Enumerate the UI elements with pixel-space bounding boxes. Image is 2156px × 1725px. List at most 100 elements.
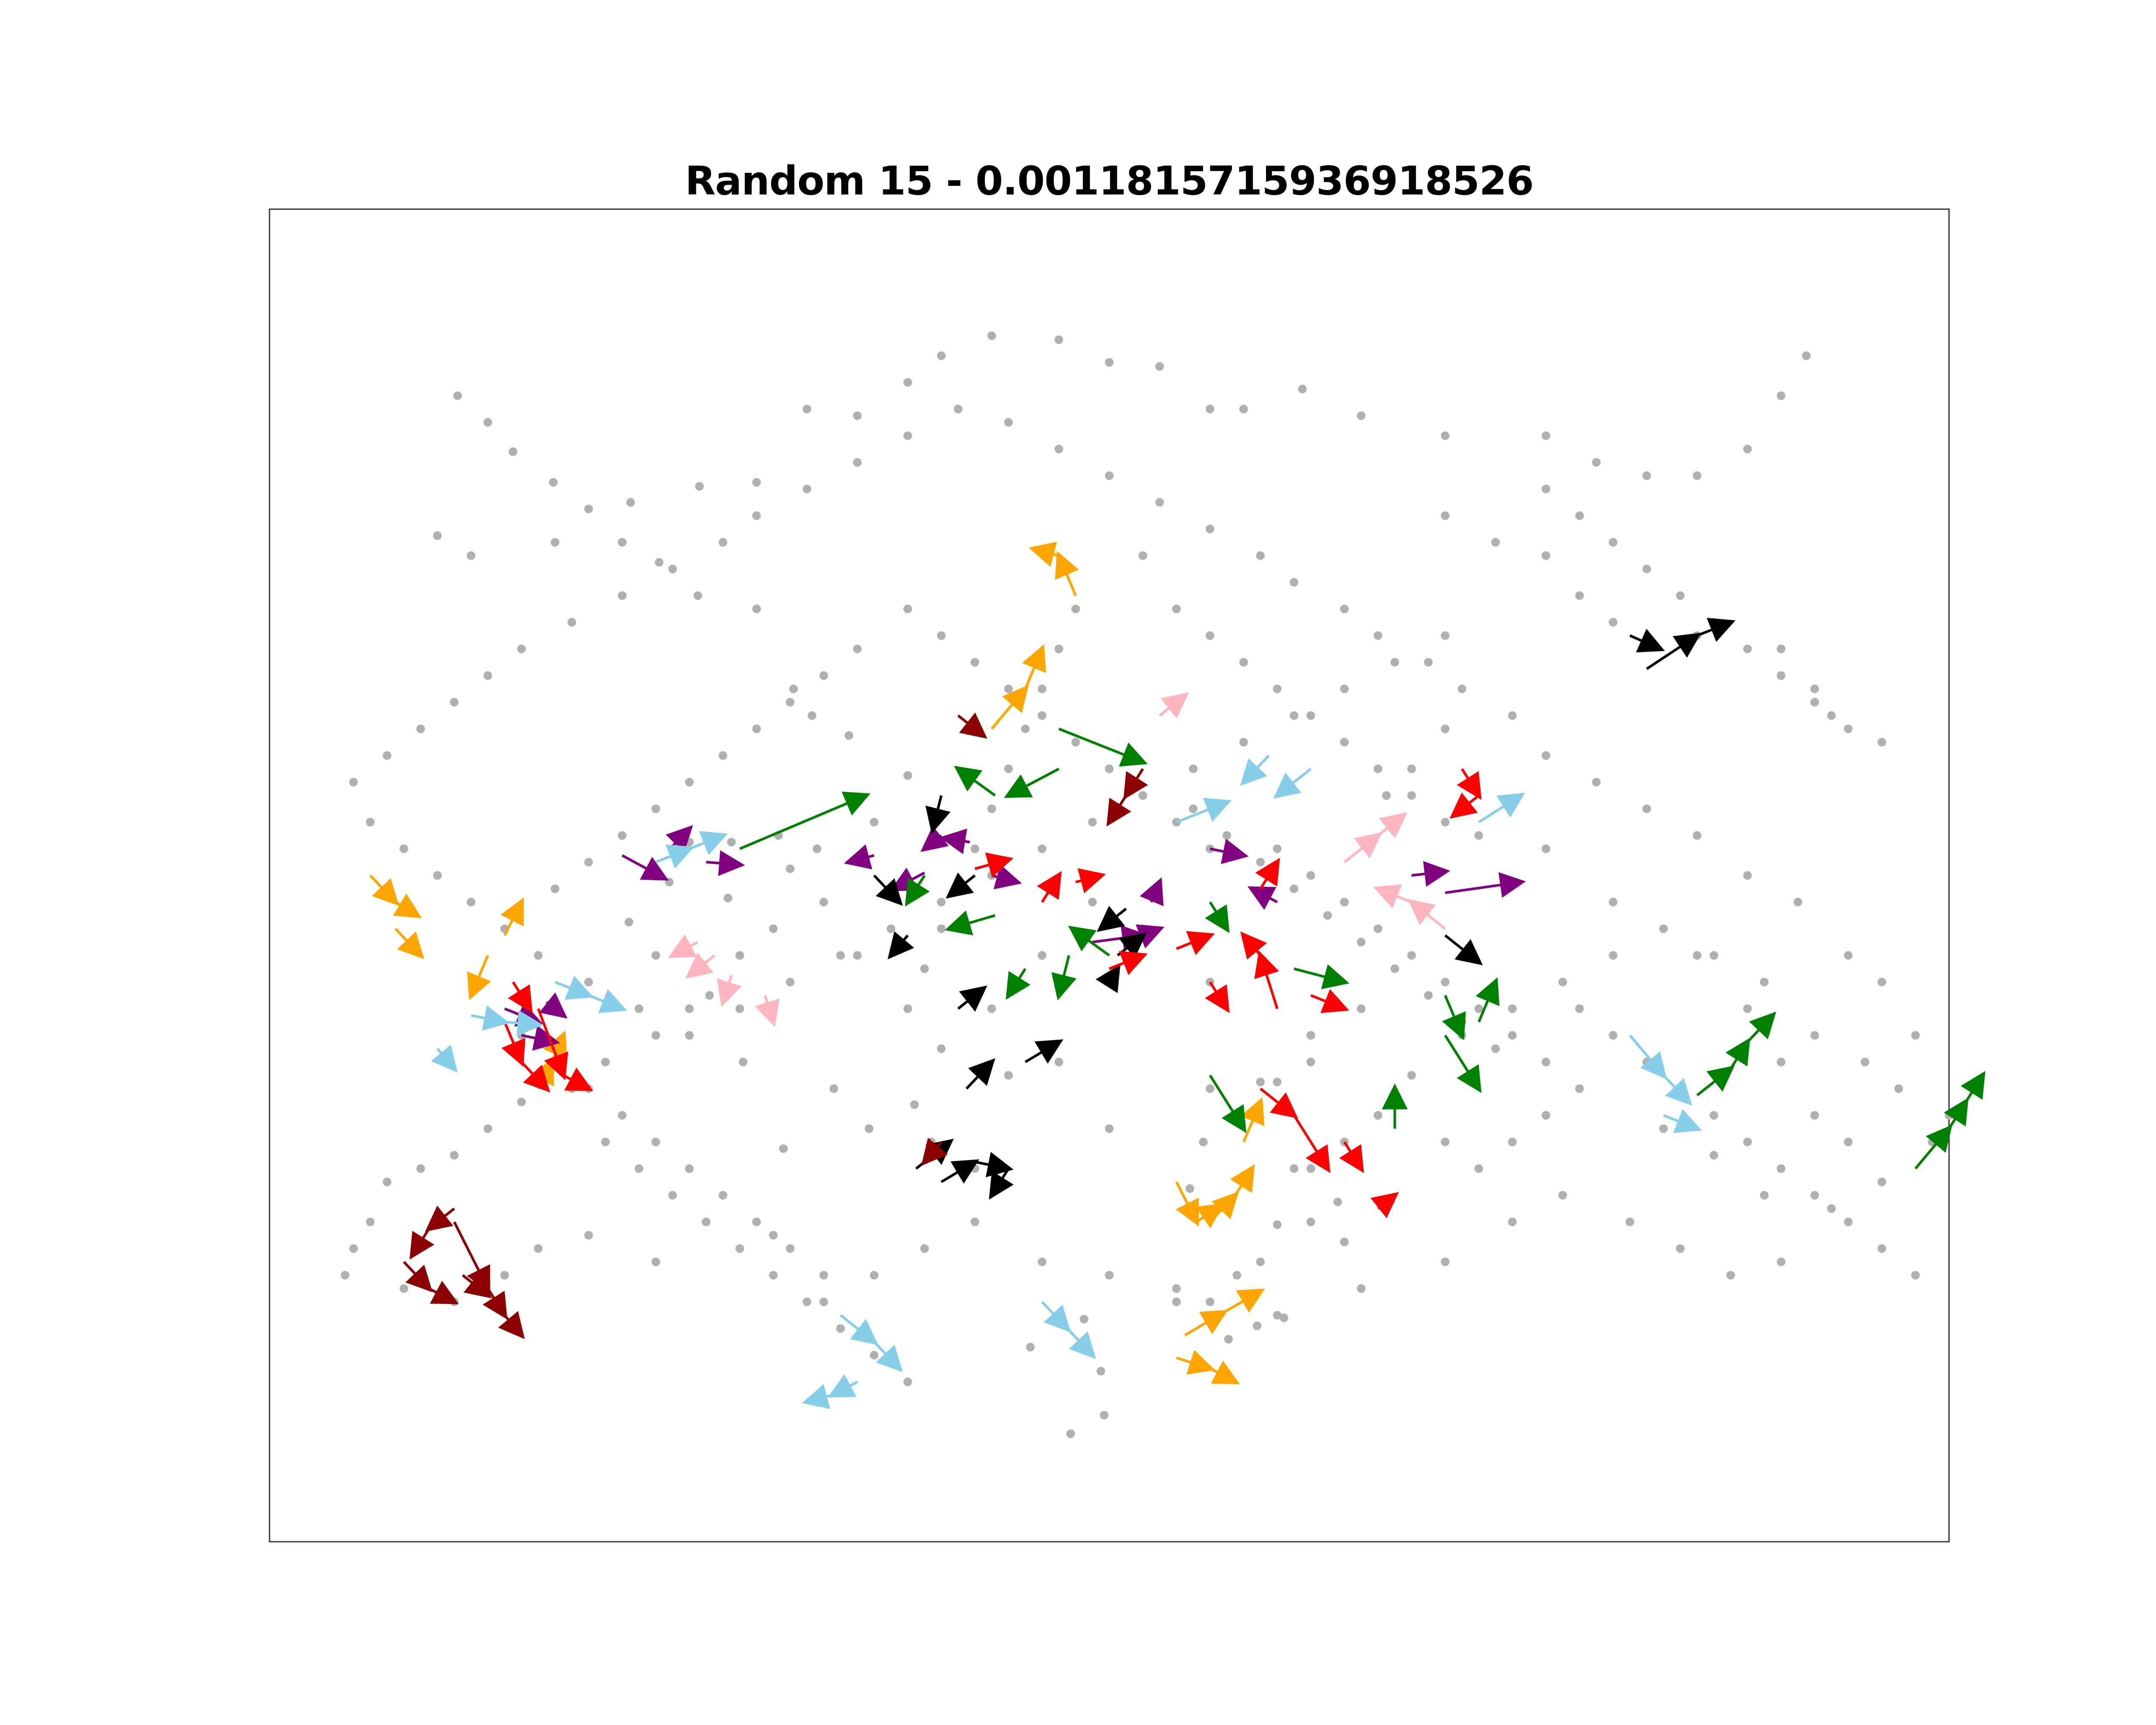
arrow-segment: [1254, 950, 1279, 1009]
arrow-segment: [991, 864, 1022, 890]
arrow-segment: [944, 910, 996, 935]
arrow-segment: [1209, 1191, 1239, 1223]
data-point: [1844, 951, 1853, 960]
points-layer: [341, 331, 1953, 1438]
data-point: [695, 482, 704, 491]
data-point: [1306, 1164, 1315, 1173]
arrow-segment: [989, 1168, 1014, 1200]
data-point: [584, 858, 593, 867]
arrow-segment: [1377, 812, 1407, 839]
arrow-segment: [1629, 628, 1665, 652]
data-point: [1508, 711, 1517, 720]
data-point: [1743, 1138, 1752, 1146]
arrow-segment: [1175, 1181, 1199, 1227]
data-point: [617, 1111, 627, 1120]
data-point: [399, 844, 408, 853]
data-point: [1491, 538, 1500, 547]
data-point: [1105, 358, 1114, 367]
arrow-segment: [369, 874, 399, 906]
data-point: [1743, 1004, 1752, 1013]
data-point: [1760, 978, 1769, 987]
arrow-segment: [920, 825, 949, 852]
arrow-segment: [1176, 1350, 1215, 1375]
data-point: [1357, 1004, 1366, 1013]
data-point: [1239, 658, 1248, 667]
data-point: [534, 1244, 543, 1253]
data-point: [341, 1271, 350, 1280]
arrow-segment: [1066, 1327, 1096, 1359]
data-point: [1743, 445, 1752, 454]
arrow-segment: [1943, 1098, 1969, 1129]
data-point: [1004, 764, 1013, 773]
data-point: [1037, 711, 1047, 720]
arrows-layer: [369, 542, 1986, 1409]
data-point: [937, 1044, 946, 1053]
data-point: [910, 1100, 919, 1109]
arrow-segment: [1184, 1310, 1228, 1336]
data-point: [1172, 605, 1181, 613]
data-point: [1810, 698, 1819, 707]
data-point: [1575, 511, 1584, 520]
data-point: [870, 1271, 879, 1280]
data-point: [1441, 511, 1450, 520]
arrow-segment: [1209, 1361, 1240, 1384]
data-point: [1692, 831, 1702, 840]
data-point: [634, 1164, 643, 1173]
arrow-segment: [1662, 1074, 1692, 1106]
data-point: [1609, 897, 1617, 906]
data-point: [953, 405, 962, 414]
arrow-segment: [588, 989, 627, 1013]
data-point: [1306, 1217, 1315, 1226]
data-point: [517, 1098, 526, 1107]
arrow-segment: [1075, 868, 1106, 894]
data-point: [551, 884, 560, 893]
data-point: [1206, 524, 1215, 533]
data-point: [1542, 431, 1551, 440]
arrow-segment: [706, 850, 745, 876]
data-point: [1232, 1271, 1241, 1280]
data-point: [853, 458, 862, 467]
arrow-segment: [1725, 1038, 1750, 1070]
arrow-segment: [1240, 754, 1270, 786]
data-point: [1777, 391, 1786, 400]
arrow-segment: [1629, 1034, 1667, 1079]
data-point: [1224, 1335, 1233, 1344]
data-point: [937, 897, 946, 906]
data-point: [1424, 658, 1433, 667]
data-point: [802, 1297, 812, 1306]
data-point: [668, 1191, 677, 1200]
data-point: [1911, 1031, 1920, 1040]
data-point: [1199, 1138, 1208, 1146]
data-point: [382, 751, 392, 760]
data-point: [1340, 738, 1349, 746]
arrow-segment: [1255, 857, 1280, 890]
data-point: [702, 1217, 711, 1226]
data-point: [1026, 1342, 1035, 1352]
arrow-segment: [939, 828, 970, 854]
arrow-segment: [1444, 1035, 1482, 1093]
arrow-segment: [409, 1228, 435, 1260]
arrow-segment: [504, 1002, 543, 1027]
data-point: [1609, 538, 1617, 547]
data-point: [1558, 1191, 1567, 1200]
data-point: [1100, 1411, 1109, 1420]
data-point: [1155, 498, 1164, 507]
data-point: [453, 391, 462, 400]
data-point: [1037, 1258, 1047, 1267]
arrow-segment: [1240, 931, 1267, 960]
arrow-segment: [393, 894, 422, 918]
data-point: [752, 478, 761, 487]
data-point: [1222, 831, 1232, 840]
arrow-segment: [965, 1058, 996, 1090]
data-point: [617, 591, 627, 600]
arrow-segment: [1123, 768, 1148, 800]
arrow-segment: [1411, 861, 1451, 887]
arrow-segment: [425, 1205, 455, 1232]
data-point: [1138, 924, 1147, 933]
data-point: [1877, 978, 1887, 987]
data-point: [1357, 411, 1366, 420]
data-point: [433, 871, 442, 880]
data-point: [1441, 1138, 1450, 1146]
data-point: [567, 1084, 577, 1093]
data-point: [1088, 818, 1097, 827]
